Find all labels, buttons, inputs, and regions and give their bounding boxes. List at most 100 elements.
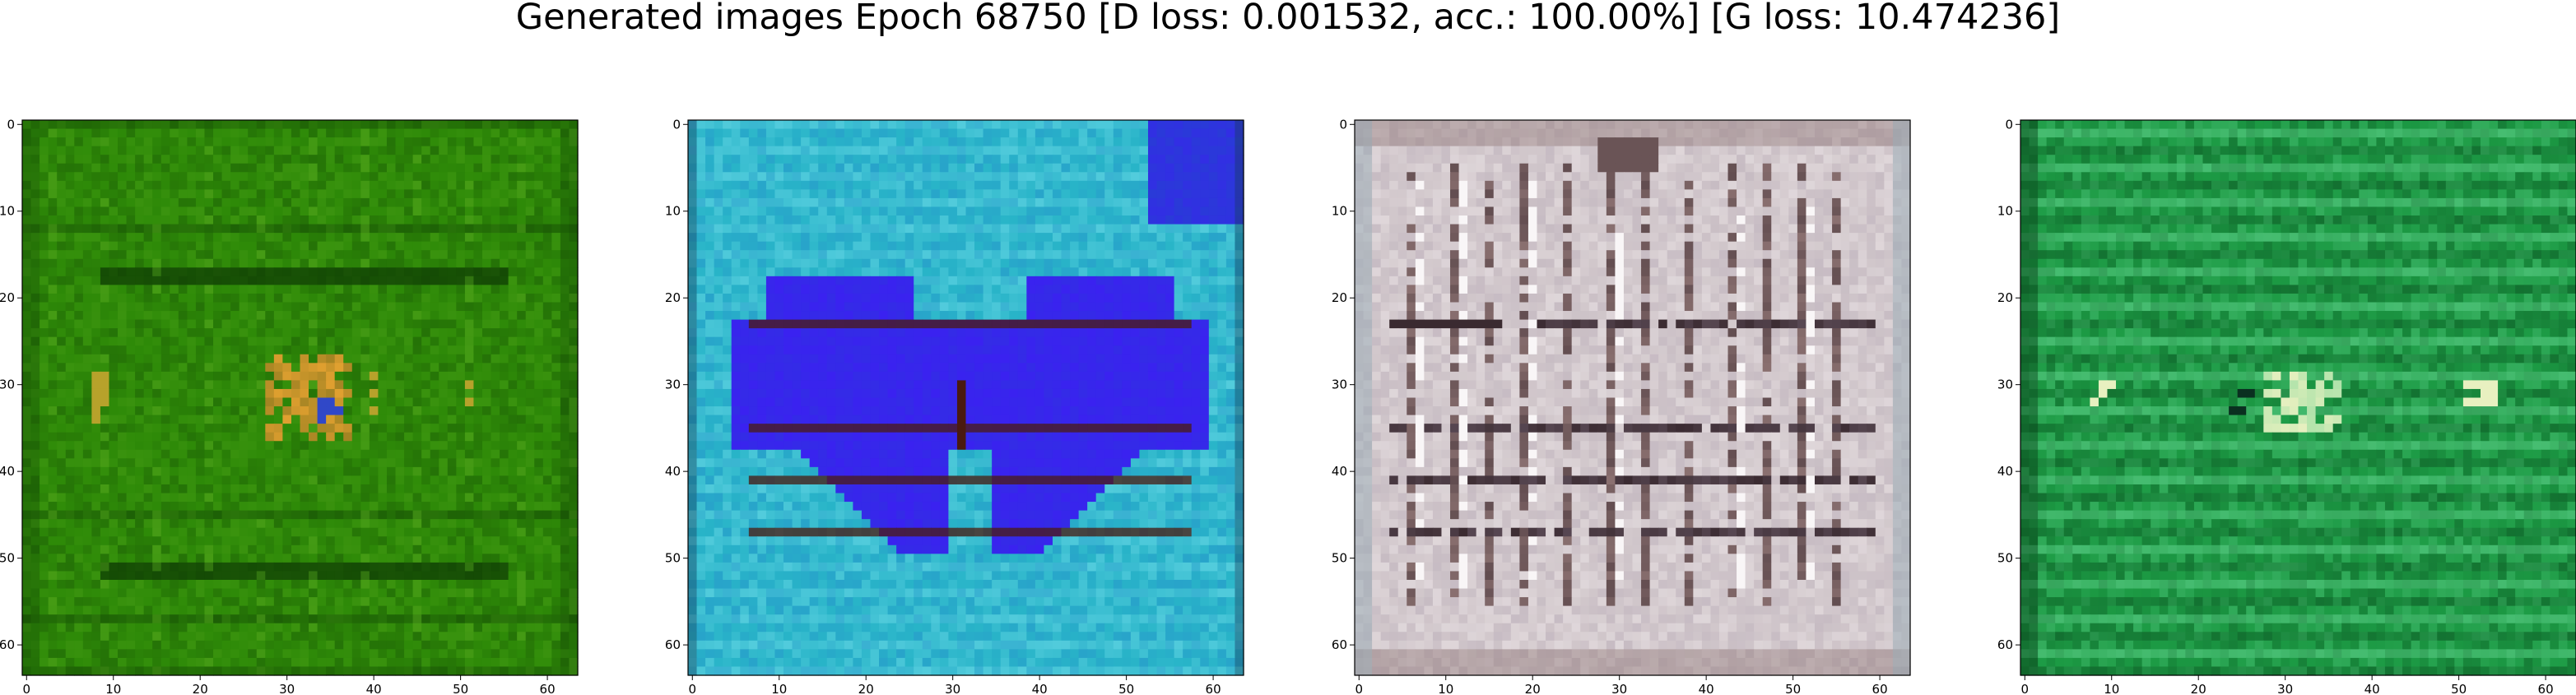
image-pixel: [300, 614, 309, 624]
image-pixel: [481, 544, 492, 554]
image-pixel: [386, 146, 397, 155]
image-pixel: [213, 605, 223, 615]
image-pixel: [386, 276, 397, 285]
image-pixel: [1208, 120, 1218, 130]
image-pixel: [473, 354, 483, 364]
image-pixel: [91, 519, 101, 529]
image-pixel: [204, 571, 214, 581]
image-pixel: [792, 189, 802, 199]
image-pixel: [22, 614, 32, 624]
image-pixel: [126, 597, 136, 607]
image-pixel: [1156, 180, 1166, 190]
image-pixel: [351, 172, 361, 182]
image-pixel: [569, 432, 579, 442]
image-pixel: [481, 276, 492, 285]
image-pixel: [170, 311, 179, 321]
image-pixel: [273, 502, 284, 512]
image-pixel: [931, 197, 941, 208]
image-pixel: [343, 345, 353, 355]
image-pixel: [508, 241, 518, 251]
image-pixel: [195, 276, 206, 285]
image-pixel: [187, 544, 197, 554]
image-pixel: [221, 388, 231, 399]
image-pixel: [48, 293, 58, 303]
image-pixel: [1165, 189, 1175, 199]
image-pixel: [48, 623, 58, 632]
image-pixel: [1070, 206, 1080, 216]
image-pixel: [887, 146, 897, 155]
image-pixel: [239, 371, 249, 382]
image-pixel: [65, 336, 75, 346]
image-pixel: [48, 197, 58, 208]
image-pixel: [818, 146, 828, 155]
image-pixel: [542, 250, 552, 260]
image-pixel: [326, 597, 336, 607]
image-pixel: [152, 302, 162, 312]
image-pixel: [931, 233, 941, 243]
image-pixel: [378, 397, 388, 407]
image-pixel: [1052, 137, 1062, 147]
image-pixel: [300, 597, 309, 607]
image-pixel: [914, 128, 923, 138]
image-pixel: [1191, 197, 1201, 208]
y-tick-label: 30: [0, 378, 15, 392]
image-pixel: [517, 519, 527, 529]
image-pixel: [273, 632, 284, 642]
image-pixel: [57, 519, 67, 529]
image-pixel: [351, 380, 361, 390]
image-pixel: [40, 319, 49, 329]
image-pixel: [412, 354, 422, 364]
image-pixel: [456, 571, 466, 581]
image-pixel: [439, 475, 449, 485]
image-pixel: [879, 197, 889, 208]
image-pixel: [542, 415, 552, 424]
image-pixel: [705, 128, 715, 138]
image-pixel: [248, 536, 258, 546]
image-pixel: [65, 371, 75, 382]
image-pixel: [491, 155, 500, 164]
image-pixel: [464, 388, 475, 399]
image-pixel: [360, 657, 370, 668]
image-pixel: [160, 527, 170, 537]
image-pixel: [300, 206, 309, 216]
image-pixel: [91, 319, 101, 329]
image-pixel: [213, 640, 223, 650]
image-pixel: [40, 267, 49, 277]
image-pixel: [1217, 215, 1227, 225]
image-pixel: [723, 146, 732, 155]
image-pixel: [696, 180, 706, 190]
image-pixel: [569, 319, 579, 329]
image-pixel: [1078, 172, 1088, 182]
image-pixel: [904, 233, 914, 243]
image-pixel: [317, 605, 327, 615]
image-pixel: [395, 554, 405, 563]
image-pixel: [421, 406, 431, 416]
image-pixel: [48, 146, 58, 155]
image-pixel: [334, 319, 344, 329]
image-pixel: [1070, 224, 1080, 234]
image-pixel: [74, 388, 84, 399]
image-pixel: [525, 302, 535, 312]
image-pixel: [300, 172, 309, 182]
image-pixel: [731, 215, 741, 225]
image-pixel: [1087, 128, 1097, 138]
image-pixel: [126, 554, 136, 563]
image-pixel: [369, 649, 379, 659]
image-pixel: [1044, 155, 1053, 164]
image-pixel: [256, 146, 266, 155]
image-pixel: [109, 397, 119, 407]
image-pixel: [213, 328, 223, 338]
image-pixel: [273, 536, 284, 546]
image-pixel: [1139, 128, 1149, 138]
image-pixel: [569, 336, 579, 346]
image-pixel: [100, 380, 110, 390]
image-pixel: [473, 640, 483, 650]
image-pixel: [334, 354, 344, 364]
image-pixel: [826, 172, 836, 182]
image-pixel: [542, 206, 552, 216]
image-pixel: [1139, 180, 1149, 190]
image-pixel: [1052, 120, 1062, 130]
image-pixel: [792, 180, 802, 190]
image-pixel: [265, 424, 275, 433]
image-pixel: [265, 519, 275, 529]
